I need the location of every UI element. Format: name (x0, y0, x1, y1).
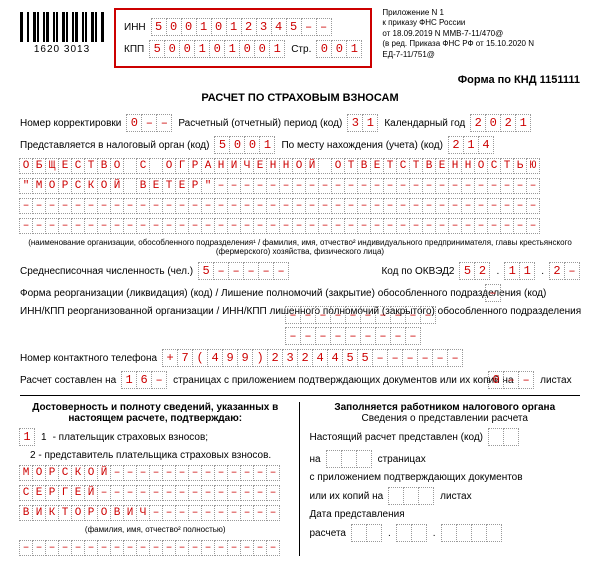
row-pages: Расчет составлен на 16– страницах с прил… (20, 371, 580, 389)
inn-label: ИНН (124, 22, 146, 33)
confirmer-section: Достоверность и полноту сведений, указан… (20, 402, 300, 556)
bottom-section: Достоверность и полноту сведений, указан… (20, 402, 580, 556)
page-label: Стр. (291, 44, 311, 55)
form-code: Форма по КНД 1151111 (20, 74, 580, 86)
kpp-label: КПП (124, 44, 144, 55)
row-innkpp-reorg: ИНН/КПП реорганизованной организации / И… (20, 306, 580, 345)
org-name-note: (наименование организации, обособленного… (20, 238, 580, 256)
header: 1620 3013 ИНН 5001012345–– КПП 500101001… (20, 8, 580, 68)
row-tax-authority: Представляется в налоговый орган (код) 5… (20, 136, 580, 154)
kpp-cells: 500101001 (150, 40, 285, 58)
row-phone: Номер контактного телефона +7(499)232445… (20, 349, 580, 367)
document-title: РАСЧЕТ ПО СТРАХОВЫМ ВЗНОСАМ (20, 92, 580, 104)
barcode: 1620 3013 (20, 12, 104, 55)
row-correction: Номер корректировки 0–– Расчетный (отчет… (20, 114, 580, 132)
tax-officer-section: Заполняется работником налогового органа… (310, 402, 581, 556)
row-headcount: Среднесписочная численность (чел.) 5––––… (20, 262, 580, 280)
org-name-grid: ОБЩЕСТВОСОГРАНИЧЕННОЙОТВЕТСТВЕННОСТЬЮ "М… (20, 158, 580, 234)
page-cells: 001 (317, 40, 362, 58)
inn-kpp-box: ИНН 5001012345–– КПП 500101001 Стр. 001 (114, 8, 372, 68)
header-notes: Приложение N 1 к приказу ФНС России от 1… (382, 8, 534, 60)
barcode-text: 1620 3013 (34, 44, 90, 55)
inn-cells: 5001012345–– (152, 18, 332, 36)
row-reorganisation: Форма реорганизации (ликвидация) (код) /… (20, 284, 580, 302)
